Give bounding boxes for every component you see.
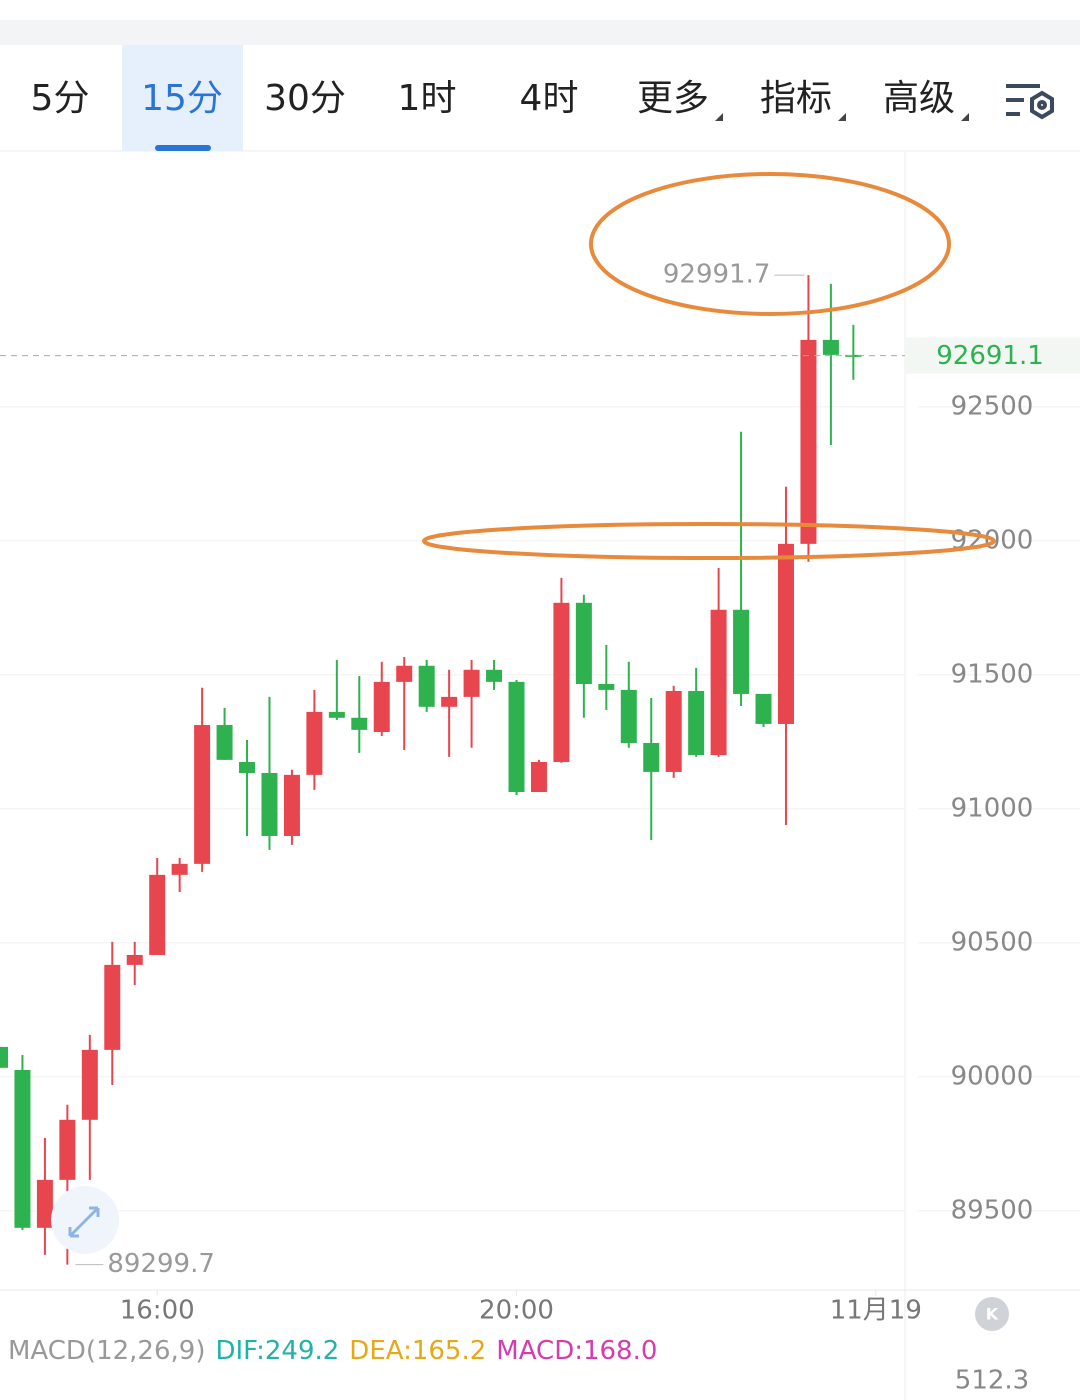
tab[interactable]: 4时 <box>520 78 579 119</box>
candle-body <box>463 669 480 697</box>
tab[interactable]: 15分 <box>141 78 223 119</box>
candle-body <box>755 693 772 724</box>
last-price-label: 92691.1 <box>936 341 1044 371</box>
candle-body <box>800 339 817 544</box>
candle-body <box>665 690 682 772</box>
dropdown-caret <box>961 113 969 121</box>
candle-body <box>486 669 503 682</box>
candle-body <box>441 696 458 707</box>
settings-icon[interactable] <box>1006 84 1054 120</box>
high-label: 92991.7 <box>663 260 771 290</box>
candle-body <box>216 725 233 760</box>
highlight-ellipse <box>422 522 996 560</box>
candle-body <box>36 1179 53 1228</box>
candle-body <box>328 711 345 718</box>
indicator-axis-label: 512.3 <box>955 1366 1029 1396</box>
candle-body <box>553 602 570 763</box>
candle-body <box>59 1119 76 1180</box>
candle-body <box>822 339 839 355</box>
x-tick-label: 11月19 <box>830 1296 922 1326</box>
candle-body <box>351 717 368 730</box>
y-tick-label: 89500 <box>951 1195 1034 1225</box>
tab[interactable]: 高级 <box>883 78 955 119</box>
overlay: 8950090000905009100091500920009250016:00… <box>0 260 1080 1326</box>
indicator-legend: MACD(12,26,9) DIF:249.2 DEA:165.2 MACD:168.… <box>8 1336 657 1366</box>
candle-body <box>194 725 211 864</box>
candle-body <box>239 762 256 773</box>
x-tick-label: 16:00 <box>120 1296 195 1326</box>
expand-icon[interactable] <box>51 1186 119 1254</box>
indicator-name: MACD(12,26,9) <box>8 1336 205 1366</box>
candle-body <box>81 1049 98 1120</box>
candle-body <box>688 690 705 756</box>
candle-body <box>306 711 323 775</box>
candle-body <box>777 543 794 724</box>
grid <box>0 406 1080 1296</box>
tab[interactable]: 5分 <box>31 78 90 119</box>
candle-body <box>530 762 547 793</box>
highlight-ellipse <box>589 172 951 316</box>
svg-text:K: K <box>986 1305 999 1324</box>
selected-tab-indicator <box>155 145 211 151</box>
y-tick-label: 92500 <box>951 391 1034 421</box>
top-band <box>0 20 1080 45</box>
indicator-value: DEA:165.2 <box>349 1336 486 1366</box>
indicator-value: MACD:168.0 <box>496 1336 657 1366</box>
y-tick-label: 90000 <box>951 1061 1034 1091</box>
tab[interactable]: 1时 <box>398 78 457 119</box>
candle-body <box>126 954 143 965</box>
candle-body <box>149 874 166 955</box>
candle-body <box>283 774 300 836</box>
candle-body <box>598 684 615 690</box>
x-tick-label: 20:00 <box>479 1296 554 1326</box>
candle-body <box>643 742 660 772</box>
dropdown-caret <box>838 113 846 121</box>
candle-body <box>261 772 278 836</box>
candle-body <box>0 1046 8 1068</box>
last-price-box <box>905 337 1080 374</box>
k-icon[interactable]: K <box>975 1297 1009 1331</box>
candles <box>0 275 862 1265</box>
candle-body <box>508 681 525 793</box>
low-label: 89299.7 <box>107 1249 215 1279</box>
tab[interactable]: 更多 <box>637 78 709 119</box>
candle-body <box>710 609 727 756</box>
candle-body <box>373 681 390 732</box>
indicator-value: DIF:249.2 <box>215 1336 339 1366</box>
candle-body <box>396 665 413 682</box>
candle-body <box>575 602 592 685</box>
tab-bar: 5分 15分 30分 1时 4时 更多 指标 高级 <box>31 45 969 151</box>
candle-body <box>14 1069 31 1228</box>
selected-tab-bg <box>122 45 243 151</box>
tab[interactable]: 30分 <box>264 78 346 119</box>
y-tick-label: 91500 <box>951 659 1034 689</box>
candle-body <box>418 665 435 707</box>
candle-body <box>845 354 862 357</box>
candle-body <box>171 863 188 875</box>
candle-body <box>733 609 750 694</box>
candle-body <box>620 689 637 743</box>
tab[interactable]: 指标 <box>760 78 832 119</box>
y-tick-label: 90500 <box>951 927 1034 957</box>
dropdown-caret <box>715 113 723 121</box>
candle-body <box>104 964 121 1050</box>
y-tick-label: 91000 <box>951 793 1034 823</box>
